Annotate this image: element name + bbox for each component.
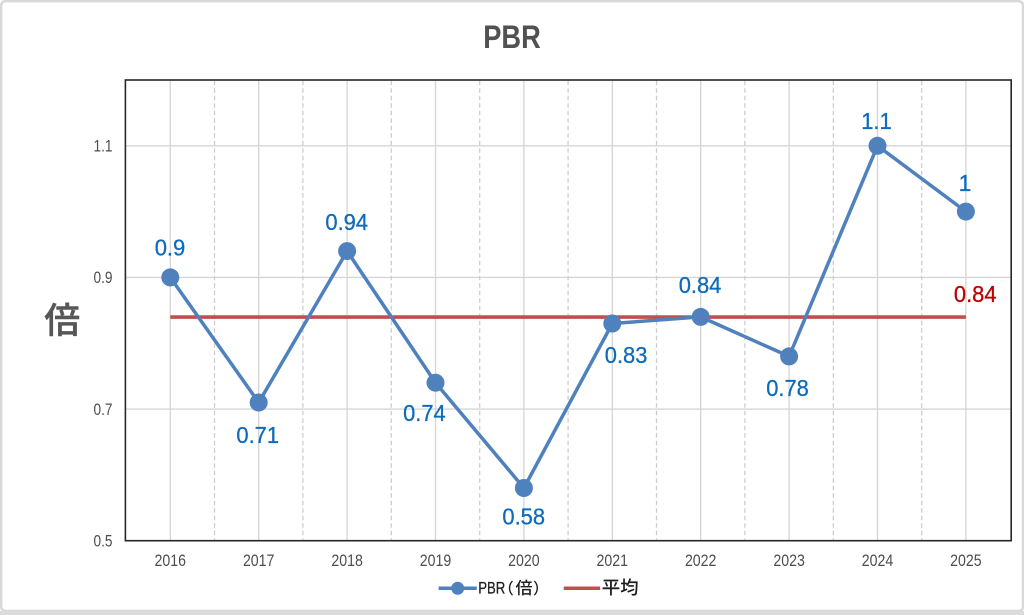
svg-text:0.58: 0.58 xyxy=(502,503,545,529)
svg-text:0.9: 0.9 xyxy=(155,235,186,261)
svg-text:0.94: 0.94 xyxy=(325,209,368,235)
svg-text:2023: 2023 xyxy=(773,552,805,570)
svg-text:2024: 2024 xyxy=(862,552,894,570)
svg-text:0.9: 0.9 xyxy=(94,269,113,287)
svg-text:2018: 2018 xyxy=(331,552,363,570)
svg-text:0.71: 0.71 xyxy=(236,422,279,448)
svg-text:2019: 2019 xyxy=(420,552,452,570)
svg-text:0.84: 0.84 xyxy=(679,272,722,298)
svg-text:2016: 2016 xyxy=(155,552,187,570)
svg-text:2025: 2025 xyxy=(950,552,982,570)
svg-text:1: 1 xyxy=(959,170,972,196)
svg-text:0.83: 0.83 xyxy=(605,342,648,368)
svg-text:0.78: 0.78 xyxy=(766,375,809,401)
svg-text:2021: 2021 xyxy=(597,552,629,570)
svg-text:0.74: 0.74 xyxy=(403,400,446,426)
svg-text:0.5: 0.5 xyxy=(94,533,113,551)
svg-text:PBR: PBR xyxy=(478,579,505,598)
svg-text:PBR: PBR xyxy=(483,19,541,55)
svg-text:1.1: 1.1 xyxy=(861,108,892,134)
svg-text:1.1: 1.1 xyxy=(94,138,113,156)
svg-text:0.84: 0.84 xyxy=(954,281,997,307)
svg-text:2022: 2022 xyxy=(685,552,717,570)
svg-text:0.7: 0.7 xyxy=(94,401,113,419)
svg-text:2017: 2017 xyxy=(243,552,275,570)
svg-text:2020: 2020 xyxy=(508,552,540,570)
